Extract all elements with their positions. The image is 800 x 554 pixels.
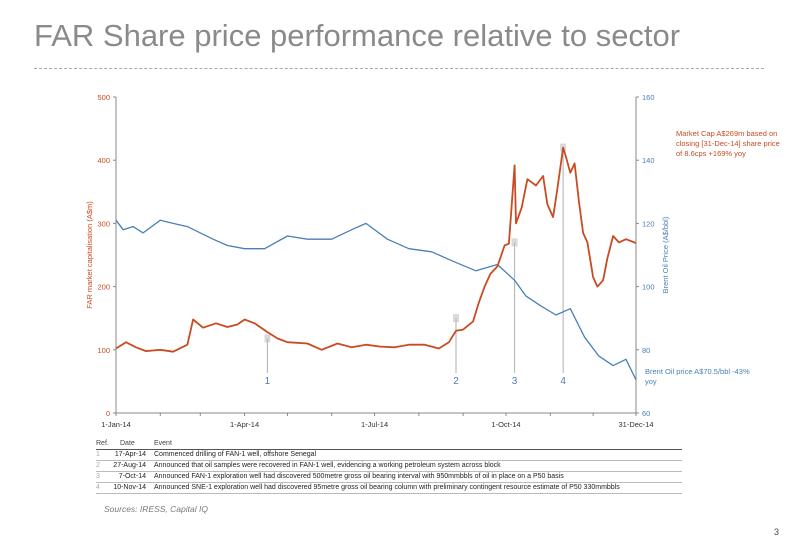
left-tick-label: 500 <box>97 93 110 102</box>
right-tick-label: 100 <box>642 283 655 292</box>
right-axis-title: Brent Oil Price (A$/bbl) <box>661 216 670 293</box>
row-ref: 3 <box>96 473 100 480</box>
row-date: 17-Apr-14 <box>114 451 146 458</box>
x-tick-label: 1-Apr-14 <box>230 420 259 429</box>
page-title: FAR Share price performance relative to … <box>34 18 681 53</box>
table-row: 3 7-Oct-14 Announced FAN-1 exploration w… <box>96 472 682 483</box>
row-event: Commenced drilling of FAN-1 well, offsho… <box>154 451 317 458</box>
page-number: 3 <box>774 527 780 537</box>
event-marker-label: 2 <box>453 376 459 387</box>
row-date: 27-Aug-14 <box>113 462 146 469</box>
date-header: Date <box>120 440 135 447</box>
row-date: 10-Nov-14 <box>113 484 146 491</box>
ref-header: Ref. <box>96 440 109 447</box>
table-row: 1 17-Apr-14 Commenced drilling of FAN-1 … <box>96 450 682 461</box>
x-tick-label: 1-Oct-14 <box>491 420 520 429</box>
event-header: Event <box>154 440 172 447</box>
brent-price-annotation: Brent Oil price A$70.5/bbl -43% yoy <box>645 367 750 386</box>
event-marker-label: 4 <box>560 376 566 387</box>
left-tick-label: 0 <box>106 409 110 418</box>
x-tick-label: 1-Jul-14 <box>361 420 388 429</box>
market-cap-line <box>115 146 637 353</box>
right-tick-label: 140 <box>642 156 655 165</box>
x-tick-label: 31-Dec-14 <box>618 420 653 429</box>
left-axis-title: FAR market capitalisation (A$m) <box>85 201 94 309</box>
left-tick-label: 400 <box>97 156 110 165</box>
event-marker-label: 1 <box>265 376 271 387</box>
table-row: 4 10-Nov-14 Announced SNE-1 exploration … <box>96 483 682 494</box>
left-tick-label: 300 <box>97 219 110 228</box>
events-table: Ref. Date Event 1 17-Apr-14 Commenced dr… <box>96 439 682 494</box>
share-price-chart: 1 2 3 4 0 100 200 300 400 500 60 80 100 120 140 160 1-Ja… <box>85 93 670 429</box>
events-table-header: Ref. Date Event <box>96 439 682 450</box>
row-date: 7-Oct-14 <box>118 473 146 480</box>
row-event: Announced SNE-1 exploration well had dis… <box>154 484 620 491</box>
right-tick-label: 60 <box>642 409 650 418</box>
right-tick-label: 160 <box>642 93 655 102</box>
brent-oil-price-line <box>115 219 637 381</box>
row-event: Announced FAN-1 exploration well had dis… <box>154 473 564 480</box>
row-ref: 4 <box>96 484 100 491</box>
right-tick-label: 80 <box>642 346 650 355</box>
title-divider <box>34 68 764 69</box>
row-ref: 2 <box>96 462 100 469</box>
row-event: Announced that oil samples were recovere… <box>154 462 501 469</box>
left-tick-label: 200 <box>97 283 110 292</box>
event-marker-label: 3 <box>512 376 518 387</box>
market-cap-annotation: Market Cap A$269m based on closing [31-D… <box>676 129 780 158</box>
right-tick-label: 120 <box>642 219 655 228</box>
left-tick-label: 100 <box>97 346 110 355</box>
x-tick-label: 1-Jan-14 <box>101 420 131 429</box>
sources-note: Sources: IRESS, Capital IQ <box>104 504 208 514</box>
row-ref: 1 <box>96 451 100 458</box>
table-row: 2 27-Aug-14 Announced that oil samples w… <box>96 461 682 472</box>
